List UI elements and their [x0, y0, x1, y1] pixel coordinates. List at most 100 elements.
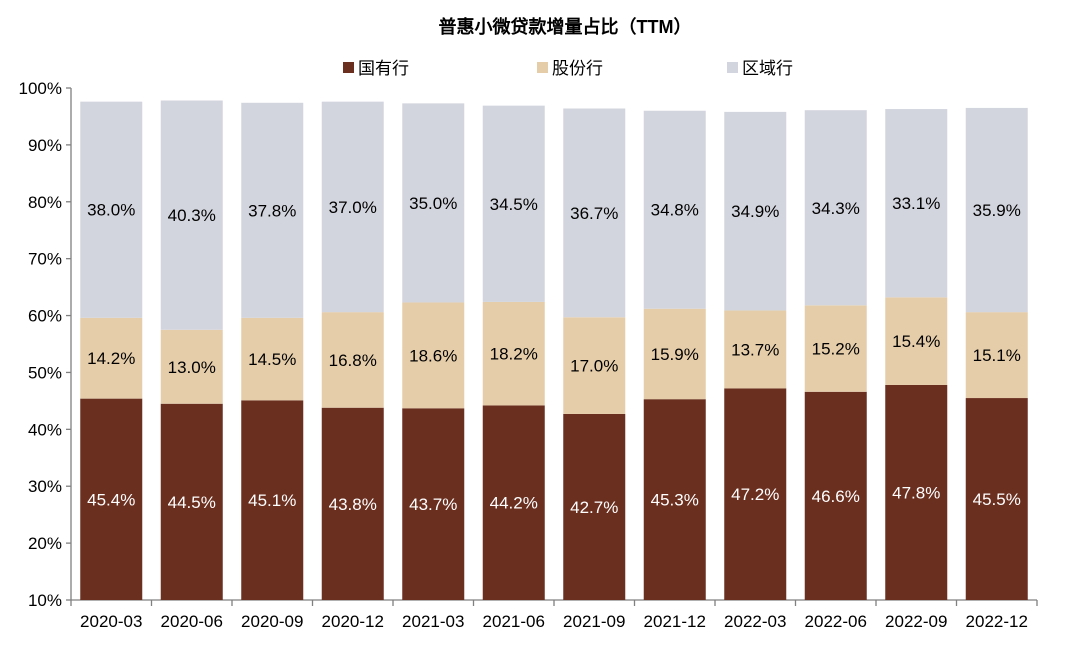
x-tick-label: 2022-03 [724, 612, 786, 631]
bar-segment-国有行 [321, 407, 384, 600]
data-label: 44.2% [490, 494, 538, 513]
legend-swatch [537, 62, 548, 73]
legend-swatch [727, 62, 738, 73]
legend-label: 股份行 [552, 59, 603, 78]
bar-segment-区域行 [80, 101, 143, 318]
y-tick-label: 80% [28, 193, 62, 212]
data-label: 40.3% [168, 206, 216, 225]
bar-segment-股份行 [804, 305, 867, 392]
x-tick-label: 2020-12 [322, 612, 384, 631]
data-label: 42.7% [570, 498, 618, 517]
data-label: 45.1% [248, 491, 296, 510]
bar-segment-国有行 [643, 399, 706, 600]
bar-segment-股份行 [724, 310, 787, 389]
data-label: 34.8% [651, 201, 699, 220]
bar-segment-区域行 [724, 111, 787, 311]
bar-segment-区域行 [241, 102, 304, 318]
bar-segment-国有行 [160, 403, 223, 600]
data-label: 44.5% [168, 493, 216, 512]
data-label: 18.6% [409, 346, 457, 365]
data-label: 45.3% [651, 491, 699, 510]
data-label: 15.4% [892, 332, 940, 351]
data-label: 14.5% [248, 350, 296, 369]
y-tick-label: 60% [28, 307, 62, 326]
bar-segment-股份行 [402, 302, 465, 409]
x-tick-label: 2020-06 [161, 612, 223, 631]
x-tick-label: 2022-12 [966, 612, 1028, 631]
data-label: 13.7% [731, 340, 779, 359]
x-tick-label: 2021-06 [483, 612, 545, 631]
bar-segment-股份行 [321, 312, 384, 408]
data-label: 14.2% [87, 349, 135, 368]
x-tick-label: 2022-06 [805, 612, 867, 631]
y-tick-label: 70% [28, 250, 62, 269]
legend-label: 区域行 [742, 59, 793, 78]
data-label: 37.0% [329, 198, 377, 217]
data-label: 43.8% [329, 495, 377, 514]
data-label: 34.3% [812, 199, 860, 218]
bar-segment-股份行 [80, 317, 143, 399]
y-tick-label: 50% [28, 363, 62, 382]
bar-segment-区域行 [885, 109, 948, 298]
data-label: 33.1% [892, 194, 940, 213]
data-label: 36.7% [570, 204, 618, 223]
x-tick-label: 2021-09 [563, 612, 625, 631]
data-label: 34.9% [731, 202, 779, 221]
bar-segment-区域行 [804, 110, 867, 306]
bar-segment-股份行 [563, 317, 626, 414]
axes: 10% 20% 30% 40% 50% 60% 70% 80% 90% 100% 2020-03 20… [19, 79, 1038, 631]
y-tick-label: 30% [28, 477, 62, 496]
data-label: 46.6% [812, 487, 860, 506]
data-label: 45.4% [87, 490, 135, 509]
data-label: 13.0% [168, 358, 216, 377]
data-label: 37.8% [248, 201, 296, 220]
data-label: 35.9% [973, 201, 1021, 220]
y-tick-label: 90% [28, 136, 62, 155]
bar-segment-区域行 [563, 108, 626, 318]
bar-segment-区域行 [160, 100, 223, 330]
x-tick-label: 2022-09 [885, 612, 947, 631]
bar-segment-股份行 [241, 317, 304, 401]
bar-segment-股份行 [482, 301, 545, 406]
x-tick-label: 2020-09 [241, 612, 303, 631]
data-label: 35.0% [409, 194, 457, 213]
bar-segment-股份行 [965, 312, 1028, 399]
legend-swatch [343, 62, 354, 73]
x-tick-label: 2020-03 [80, 612, 142, 631]
data-label: 47.8% [892, 483, 940, 502]
bar-segment-国有行 [563, 413, 626, 600]
y-tick-label: 40% [28, 420, 62, 439]
bar-segment-股份行 [160, 329, 223, 404]
data-label: 17.0% [570, 357, 618, 376]
y-tick-label: 100% [19, 79, 62, 98]
data-label: 47.2% [731, 485, 779, 504]
bars: 45.4% 14.2% 38.0% 44.5% 13.0% 40.3% 45.1% 14.5%… [80, 100, 1028, 600]
data-label: 15.2% [812, 340, 860, 359]
data-label: 18.2% [490, 345, 538, 364]
bar-segment-国有行 [885, 384, 948, 600]
data-label: 45.5% [973, 490, 1021, 509]
data-label: 34.5% [490, 195, 538, 214]
data-label: 43.7% [409, 495, 457, 514]
bar-segment-国有行 [804, 391, 867, 600]
y-tick-label: 20% [28, 534, 62, 553]
bar-segment-区域行 [643, 110, 706, 309]
bar-segment-区域行 [482, 105, 545, 302]
bar-segment-国有行 [965, 398, 1028, 600]
legend: 国有行 股份行 区域行 [343, 59, 793, 78]
x-tick-label: 2021-03 [402, 612, 464, 631]
data-label: 38.0% [87, 201, 135, 220]
bar-segment-国有行 [80, 398, 143, 600]
bar-segment-区域行 [965, 107, 1028, 313]
bar-segment-股份行 [885, 297, 948, 385]
bar-segment-股份行 [643, 308, 706, 400]
bar-segment-区域行 [402, 103, 465, 303]
data-label: 15.9% [651, 345, 699, 364]
y-tick-label: 10% [28, 591, 62, 610]
bar-segment-国有行 [482, 405, 545, 600]
data-label: 15.1% [973, 346, 1021, 365]
bar-segment-区域行 [321, 101, 384, 313]
data-label: 16.8% [329, 351, 377, 370]
bar-segment-国有行 [724, 388, 787, 600]
